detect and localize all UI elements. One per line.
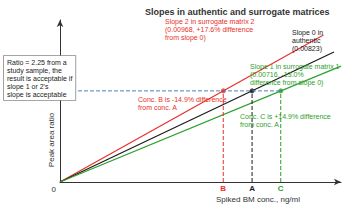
svg-text:C: C — [278, 184, 284, 193]
svg-text:(0.00716, -13.0%: (0.00716, -13.0% — [250, 71, 304, 79]
svg-text:authentic: authentic — [292, 37, 321, 44]
svg-text:A: A — [249, 184, 255, 193]
svg-text:Slope 1 in surrogate matrix 1: Slope 1 in surrogate matrix 1 — [250, 63, 340, 71]
svg-text:(0.00968, +17.6% difference: (0.00968, +17.6% difference — [165, 26, 253, 34]
svg-text:study sample, the: study sample, the — [7, 67, 62, 75]
svg-text:Spiked BM conc., ng/ml: Spiked BM conc., ng/ml — [216, 195, 300, 204]
svg-text:Slope 2 in surrogate matrix 2: Slope 2 in surrogate matrix 2 — [165, 18, 255, 26]
svg-text:0: 0 — [52, 185, 57, 194]
svg-text:Slopes in authentic and surrog: Slopes in authentic and surrogate matric… — [145, 7, 330, 17]
svg-text:Slope 0 in: Slope 0 in — [292, 29, 323, 37]
svg-text:from slope 0): from slope 0) — [165, 34, 206, 42]
svg-text:(0.00823): (0.00823) — [292, 45, 322, 53]
svg-text:Conc. C is +14.9% difference: Conc. C is +14.9% difference — [240, 113, 331, 120]
svg-text:slope 1 or 2's: slope 1 or 2's — [7, 83, 49, 91]
svg-text:Peak area ratio: Peak area ratio — [47, 112, 56, 167]
svg-text:Conc. B is -14.9% difference: Conc. B is -14.9% difference — [138, 96, 227, 103]
svg-text:Ratio = 2.25 from a: Ratio = 2.25 from a — [7, 59, 67, 66]
svg-text:slope is acceptable: slope is acceptable — [7, 91, 67, 99]
svg-text:B: B — [220, 184, 226, 193]
svg-text:result is acceptable if: result is acceptable if — [7, 75, 72, 83]
svg-text:from conc. A: from conc. A — [138, 104, 177, 111]
svg-text:difference from slope 0): difference from slope 0) — [250, 79, 323, 87]
svg-text:from conc. A: from conc. A — [240, 121, 279, 128]
